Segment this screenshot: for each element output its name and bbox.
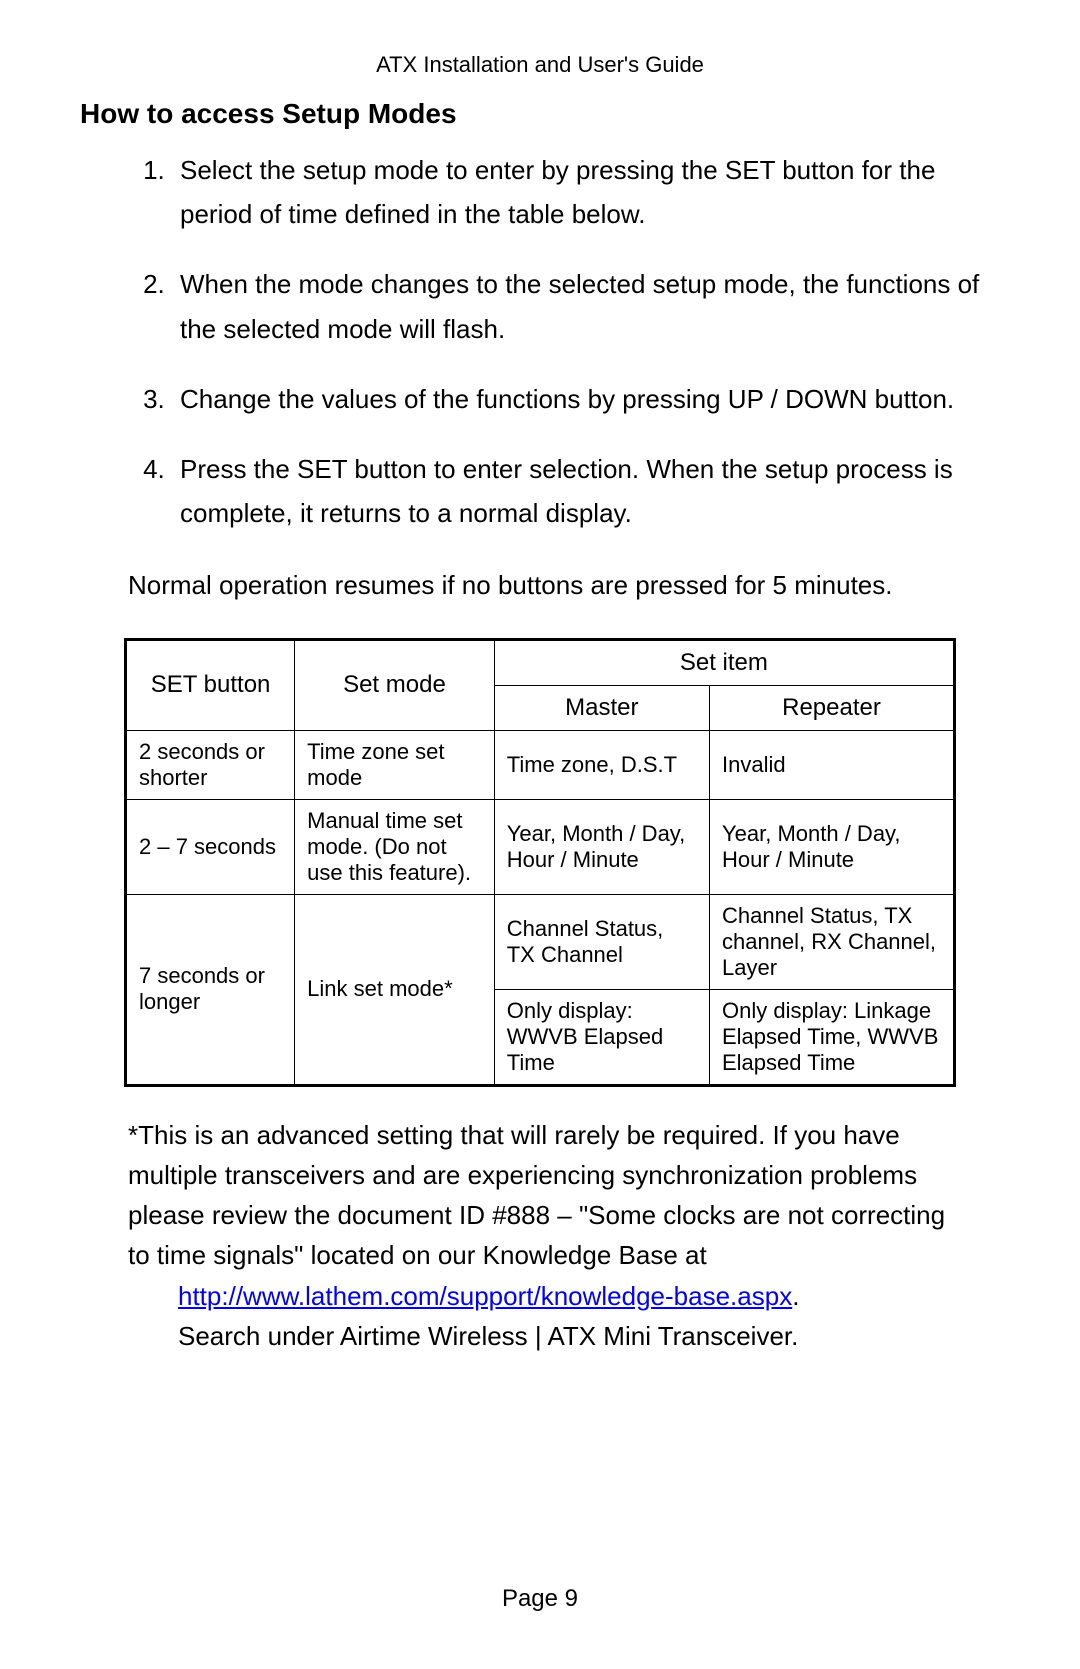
- table-row: 2 – 7 seconds Manual time set mode. (Do …: [126, 799, 955, 894]
- page: ATX Installation and User's Guide How to…: [0, 0, 1080, 1669]
- footnote-after: Search under Airtime Wireless | ATX Mini…: [128, 1316, 952, 1356]
- table-row: 2 seconds or shorter Time zone set mode …: [126, 730, 955, 799]
- col-master: Master: [494, 685, 709, 730]
- table-header-row: SET button Set mode Set item: [126, 639, 955, 685]
- kb-link[interactable]: http://www.lathem.com/support/knowledge-…: [178, 1281, 792, 1311]
- col-repeater: Repeater: [709, 685, 954, 730]
- period: .: [792, 1281, 799, 1311]
- table-row: 7 seconds or longer Link set mode* Chann…: [126, 894, 955, 989]
- cell-repeater: Only display: Linkage Elapsed Time, WWVB…: [709, 989, 954, 1085]
- step-item: Press the SET button to enter selection.…: [172, 447, 1000, 535]
- col-set-mode: Set mode: [295, 639, 495, 730]
- steps-list: Select the setup mode to enter by pressi…: [80, 148, 1000, 535]
- cell-set-mode: Time zone set mode: [295, 730, 495, 799]
- col-set-item: Set item: [494, 639, 954, 685]
- cell-master: Only display: WWVB Elapsed Time: [494, 989, 709, 1085]
- step-item: When the mode changes to the selected se…: [172, 262, 1000, 350]
- cell-repeater: Invalid: [709, 730, 954, 799]
- cell-set-button: 2 seconds or shorter: [126, 730, 295, 799]
- section-heading: How to access Setup Modes: [80, 98, 1000, 130]
- cell-repeater: Year, Month / Day, Hour / Minute: [709, 799, 954, 894]
- cell-master: Year, Month / Day, Hour / Minute: [494, 799, 709, 894]
- doc-title: ATX Installation and User's Guide: [80, 52, 1000, 78]
- page-number: Page 9: [0, 1585, 1080, 1613]
- footnote-text: *This is an advanced setting that will r…: [128, 1120, 945, 1271]
- cell-master: Channel Status, TX Channel: [494, 894, 709, 989]
- cell-set-button: 2 – 7 seconds: [126, 799, 295, 894]
- cell-set-mode: Link set mode*: [295, 894, 495, 1085]
- cell-master: Time zone, D.S.T: [494, 730, 709, 799]
- cell-set-mode: Manual time set mode. (Do not use this f…: [295, 799, 495, 894]
- footnote: *This is an advanced setting that will r…: [128, 1115, 952, 1357]
- step-item: Select the setup mode to enter by pressi…: [172, 148, 1000, 236]
- cell-set-button: 7 seconds or longer: [126, 894, 295, 1085]
- col-set-button: SET button: [126, 639, 295, 730]
- step-item: Change the values of the functions by pr…: [172, 377, 1000, 421]
- setup-modes-table: SET button Set mode Set item Master Repe…: [124, 638, 956, 1087]
- note-text: Normal operation resumes if no buttons a…: [128, 563, 1000, 607]
- cell-repeater: Channel Status, TX channel, RX Channel, …: [709, 894, 954, 989]
